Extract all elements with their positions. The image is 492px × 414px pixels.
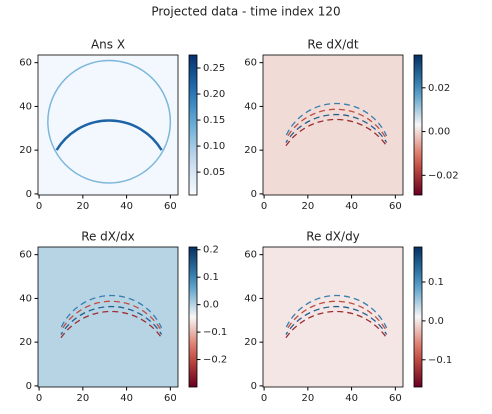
colorbar (413, 54, 423, 196)
axes-frame (262, 246, 404, 388)
y-tick-label: 60 (19, 58, 32, 69)
heatmap-image (263, 55, 403, 195)
colorbar-tick-label: 0.02 (428, 83, 450, 94)
colorbar-tick-label: 0.10 (203, 141, 225, 152)
y-tick-label: 60 (244, 250, 257, 261)
y-tick-label: 0 (251, 381, 257, 392)
x-tick-label: 40 (120, 393, 133, 404)
y-tick-label: 20 (244, 337, 257, 348)
colorbar (188, 54, 198, 196)
colorbar-tick-label: 0.2 (203, 245, 219, 256)
colorbar-tick-label: 0.0 (428, 316, 444, 327)
heatmap-image (38, 247, 178, 387)
y-tick-label: 40 (244, 101, 257, 112)
colorbar-tick-label: −0.1 (203, 327, 227, 338)
y-tick-label: 20 (244, 145, 257, 156)
y-tick-label: 0 (26, 381, 32, 392)
subplot-title: Re dX/dy (306, 230, 360, 244)
axes-frame (262, 54, 404, 196)
arc-structure (285, 113, 388, 143)
axes-frame (37, 54, 179, 196)
y-tick-label: 20 (19, 337, 32, 348)
colorbar-tick-label: 0.20 (203, 89, 225, 100)
y-tick-label: 0 (26, 189, 32, 200)
arc-structure (285, 305, 388, 335)
arc-structure (60, 310, 163, 339)
x-tick-label: 0 (36, 201, 42, 212)
y-tick-label: 20 (19, 145, 32, 156)
colorbar-tick-label: −0.02 (428, 170, 459, 181)
x-tick-label: 40 (345, 201, 358, 212)
x-tick-label: 20 (76, 201, 89, 212)
arc-structure (285, 294, 388, 329)
x-tick-label: 60 (164, 201, 177, 212)
colorbar (188, 246, 198, 388)
arc-structure (285, 118, 388, 147)
subplot-title: Ans X (91, 38, 125, 52)
x-tick-label: 20 (301, 201, 314, 212)
colorbar-tick-label: −0.2 (203, 355, 227, 366)
y-tick-label: 60 (244, 58, 257, 69)
arc-structure (60, 305, 163, 335)
arc-structure (285, 102, 388, 137)
x-tick-label: 20 (76, 393, 89, 404)
x-tick-label: 60 (164, 393, 177, 404)
arc-structure (60, 300, 163, 332)
heatmap-image (38, 55, 178, 195)
heatmap-image (263, 247, 403, 387)
colorbar (413, 246, 423, 388)
y-tick-label: 40 (244, 293, 257, 304)
colorbar-tick-label: 0.15 (203, 115, 225, 126)
figure-title: Projected data - time index 120 (151, 5, 340, 19)
arc-structure (285, 108, 388, 140)
x-tick-label: 0 (36, 393, 42, 404)
colorbar-tick-label: 0.1 (203, 272, 219, 283)
subplot-title: Re dX/dt (307, 38, 358, 52)
subplot-title: Re dX/dx (81, 230, 135, 244)
colorbar-tick-label: 0.00 (428, 127, 450, 138)
x-tick-label: 0 (261, 201, 267, 212)
colorbar-tick-label: −0.1 (428, 355, 452, 366)
x-tick-label: 60 (389, 201, 402, 212)
x-tick-label: 20 (301, 393, 314, 404)
ring-structure (55, 119, 163, 151)
x-tick-label: 40 (120, 201, 133, 212)
y-tick-label: 40 (19, 101, 32, 112)
colorbar-tick-label: 0.05 (203, 167, 225, 178)
arc-structure (285, 300, 388, 332)
y-tick-label: 40 (19, 293, 32, 304)
arc-structure (60, 294, 163, 329)
y-tick-label: 0 (251, 189, 257, 200)
arc-structure (285, 310, 388, 339)
axes-frame (37, 246, 179, 388)
x-tick-label: 40 (345, 393, 358, 404)
ring-structure (47, 59, 172, 184)
colorbar-tick-label: 0.1 (428, 277, 444, 288)
y-tick-label: 60 (19, 250, 32, 261)
x-tick-label: 0 (261, 393, 267, 404)
colorbar-tick-label: 0.0 (203, 300, 219, 311)
colorbar-tick-label: 0.25 (203, 63, 225, 74)
x-tick-label: 60 (389, 393, 402, 404)
